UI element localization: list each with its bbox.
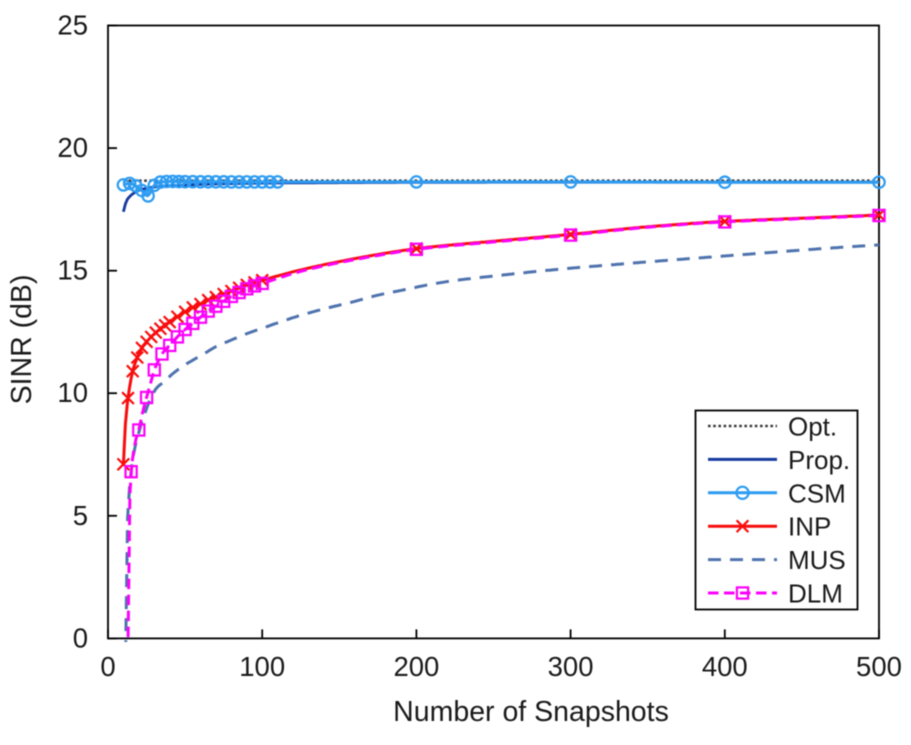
svg-text:Number of Snapshots: Number of Snapshots [393,696,669,728]
svg-text:INP: INP [788,512,831,542]
svg-text:5: 5 [73,500,88,531]
svg-text:300: 300 [548,651,594,682]
svg-text:MUS: MUS [788,545,846,575]
svg-text:500: 500 [856,651,902,682]
svg-text:10: 10 [57,377,88,408]
svg-text:100: 100 [239,651,285,682]
svg-text:20: 20 [57,132,88,163]
svg-text:200: 200 [393,651,439,682]
svg-text:Opt.: Opt. [788,412,837,442]
svg-text:SINR (dB): SINR (dB) [6,275,38,405]
svg-text:25: 25 [57,10,88,41]
svg-text:400: 400 [702,651,748,682]
svg-text:15: 15 [57,255,88,286]
svg-text:DLM: DLM [788,579,843,609]
svg-text:0: 0 [73,622,88,653]
svg-text:Prop.: Prop. [788,445,850,475]
svg-text:0: 0 [100,651,115,682]
svg-text:CSM: CSM [788,478,846,508]
